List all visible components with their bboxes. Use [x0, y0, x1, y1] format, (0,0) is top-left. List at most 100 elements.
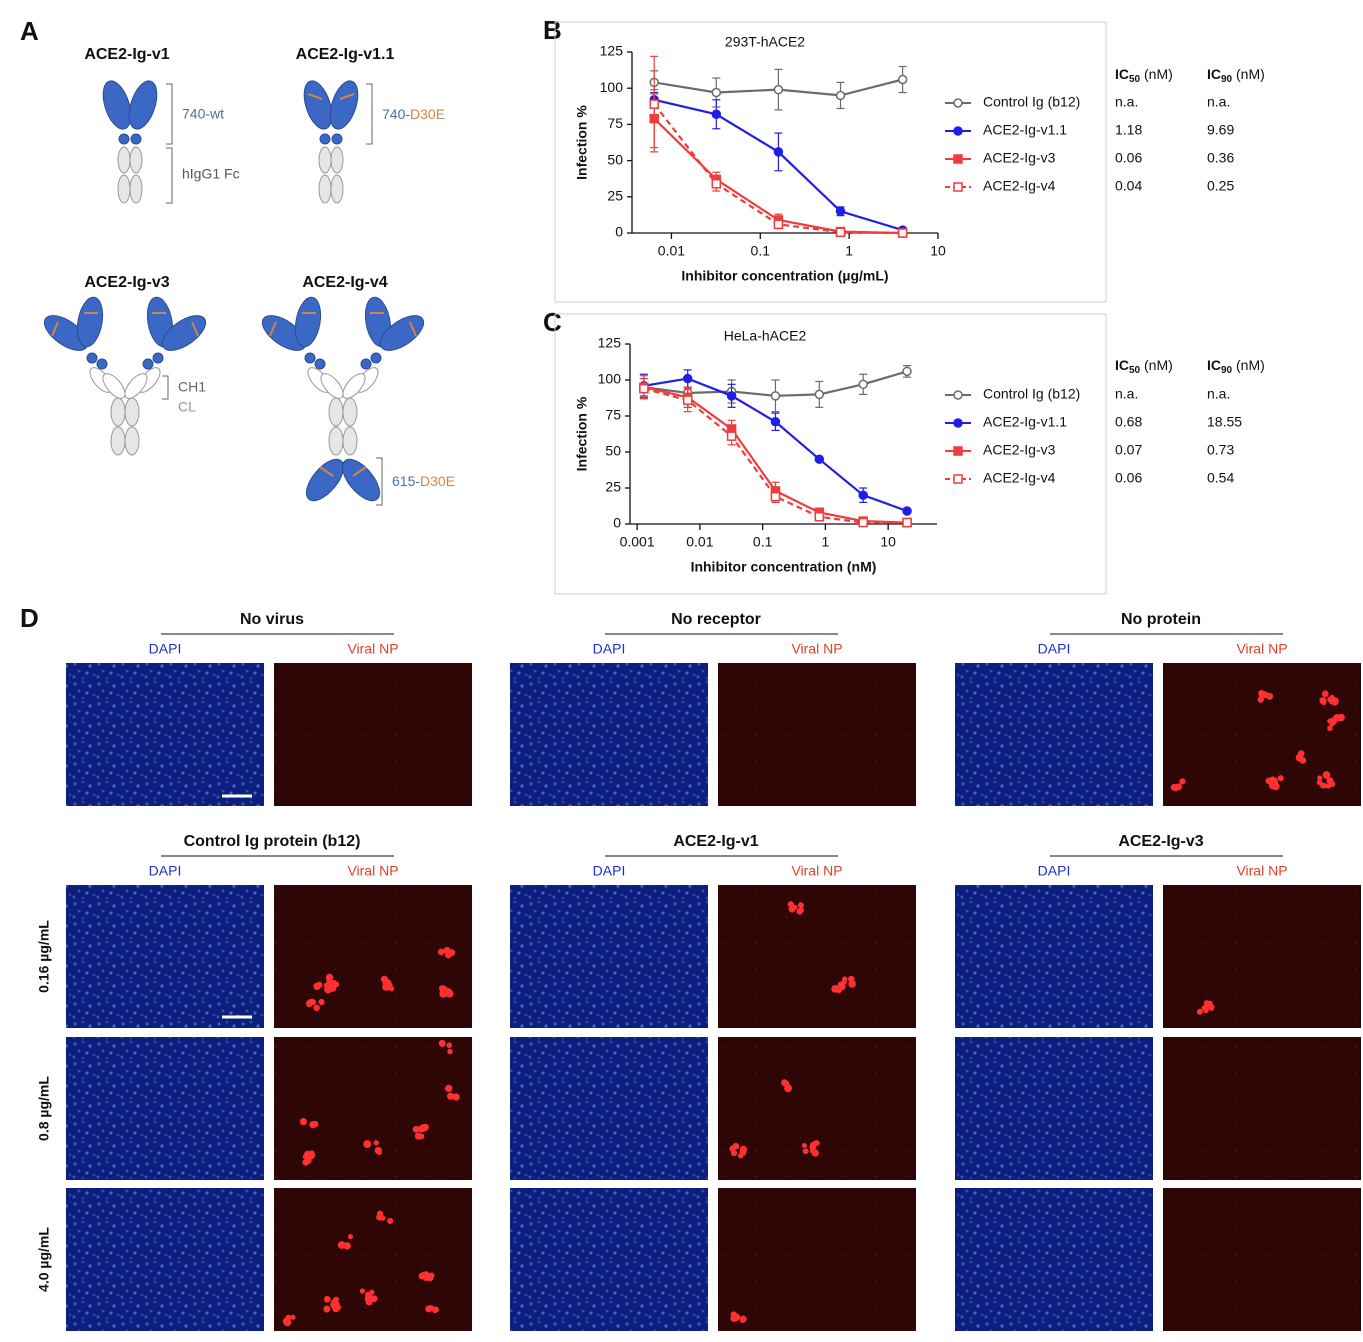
infected-cell — [313, 982, 321, 991]
panel-letter: A — [20, 16, 39, 46]
infected-cell — [797, 902, 804, 909]
infected-cell — [798, 907, 804, 913]
data-point — [770, 417, 781, 427]
ic90-value: 18.55 — [1207, 414, 1242, 430]
ic-header-sub: 90 — [1221, 365, 1233, 376]
construct-title: ACE2-Ig-v1.1 — [296, 46, 395, 63]
infected-cell — [447, 1048, 453, 1055]
legend-label: Control Ig (b12) — [983, 94, 1080, 110]
legend-label: ACE2-Ig-v4 — [983, 178, 1056, 194]
infected-cell — [1327, 725, 1333, 731]
group-title: No virus — [240, 611, 304, 628]
ic50-value: 0.68 — [1115, 414, 1142, 430]
channel-label: Viral NP — [347, 863, 398, 879]
channel-label: DAPI — [593, 641, 626, 657]
infected-cell — [445, 989, 454, 998]
ic-header-sub: 50 — [1129, 365, 1141, 376]
data-point — [726, 431, 737, 441]
ic90-value: 0.73 — [1207, 442, 1234, 458]
data-point — [835, 90, 846, 101]
ic50-value: 0.07 — [1115, 442, 1142, 458]
dapi-image — [510, 1037, 708, 1180]
infected-cell — [387, 1217, 394, 1225]
data-point — [773, 84, 784, 95]
infected-cell — [325, 973, 334, 981]
np-image — [718, 1188, 916, 1331]
data-point — [835, 227, 846, 238]
infected-cell — [1268, 781, 1277, 790]
infected-cell — [308, 1150, 315, 1157]
infected-cell — [447, 949, 456, 957]
data-point — [639, 383, 649, 394]
infected-cell — [1325, 783, 1332, 789]
infected-cell — [1317, 775, 1323, 781]
legend-marker — [953, 126, 963, 136]
mutation-label: D30E — [420, 473, 455, 489]
legend-marker — [953, 98, 963, 108]
ic-header-main: IC — [1207, 66, 1221, 82]
data-point — [682, 373, 693, 384]
x-tick-label: 1 — [845, 243, 853, 259]
mutation-label: D30E — [410, 106, 445, 122]
dapi-image — [510, 1188, 708, 1331]
infected-cell — [1327, 718, 1333, 724]
legend-label: ACE2-Ig-v3 — [983, 442, 1056, 458]
infected-cell — [1321, 699, 1327, 706]
dapi-image — [955, 1188, 1153, 1331]
ic50-value: 1.18 — [1115, 122, 1142, 138]
infected-cell — [1297, 750, 1305, 757]
data-point — [858, 379, 868, 390]
y-tick-label: 125 — [600, 43, 624, 59]
data-point — [711, 109, 722, 120]
infected-cell — [1203, 1000, 1210, 1006]
infected-cell — [1196, 1008, 1203, 1015]
channel-label: DAPI — [593, 863, 626, 879]
channel-label: DAPI — [149, 863, 182, 879]
infected-cell — [1326, 777, 1334, 785]
infected-cell — [412, 1125, 420, 1133]
ic50-value: n.a. — [1115, 94, 1138, 110]
infected-cell — [814, 1140, 820, 1146]
np-image — [1163, 1037, 1361, 1180]
infected-cell — [1321, 690, 1329, 698]
channel-label: Viral NP — [1236, 863, 1287, 879]
infected-cell — [1322, 771, 1331, 779]
data-point — [711, 87, 722, 98]
x-tick-label: 0.01 — [686, 534, 713, 550]
infected-cell — [788, 905, 796, 913]
infected-cell — [445, 1084, 453, 1093]
data-point — [682, 395, 693, 405]
ic-header: IC50 (nM) — [1115, 66, 1173, 85]
legend-marker — [953, 182, 963, 192]
ic-header-unit: (nM) — [1232, 66, 1265, 82]
y-tick-label: 25 — [607, 188, 623, 204]
infected-cell — [801, 1142, 807, 1149]
data-point — [649, 99, 659, 109]
ic-header: IC90 (nM) — [1207, 357, 1265, 376]
dapi-image — [955, 663, 1153, 806]
infected-cell — [738, 1153, 744, 1159]
infected-cell — [382, 982, 391, 991]
np-image — [274, 1188, 472, 1331]
infected-cell — [1261, 691, 1269, 699]
domain-label: 740-wt — [182, 106, 224, 122]
ic90-value: n.a. — [1207, 94, 1230, 110]
data-point — [726, 391, 737, 401]
chart-frame — [554, 21, 1107, 303]
x-tick-label: 0.1 — [751, 243, 771, 259]
infected-cell — [1257, 696, 1264, 703]
legend-label: ACE2-Ig-v4 — [983, 470, 1056, 486]
infected-cell — [419, 1123, 428, 1132]
infected-cell — [837, 981, 845, 989]
chart-frame — [554, 313, 1107, 595]
infected-cell — [1208, 1005, 1214, 1011]
infected-cell — [414, 1132, 422, 1140]
infected-cell — [290, 1314, 296, 1320]
ic-header-main: IC — [1207, 357, 1221, 373]
infected-cell — [376, 1149, 383, 1155]
infected-cell — [439, 985, 448, 994]
infected-cell — [302, 1159, 310, 1166]
legend-marker — [953, 390, 963, 400]
ic-header-unit: (nM) — [1232, 357, 1265, 373]
